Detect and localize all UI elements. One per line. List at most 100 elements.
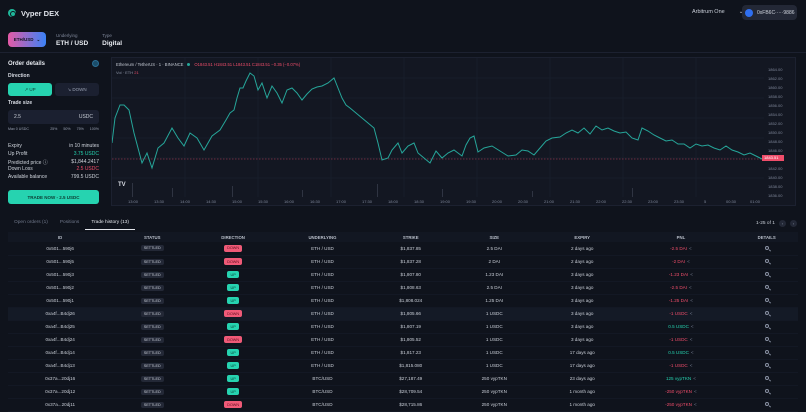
search-icon[interactable] — [764, 245, 769, 250]
search-icon[interactable] — [764, 389, 769, 393]
table-row[interactable]: 0xa4f...B4dj14 SETTLED UP ETH / USD $1,817.2… — [8, 346, 798, 360]
share-icon[interactable]: < — [689, 311, 693, 316]
status-badge: SETTLED — [140, 245, 164, 252]
time-tick: 13:30 — [154, 199, 165, 204]
table-row[interactable]: 0xa4f...B4dj24 SETTLED DOWN ETH / USD $1,805… — [8, 333, 798, 347]
cell-strike: $1,808.024 — [370, 294, 451, 308]
share-icon[interactable]: < — [693, 376, 696, 381]
network-selector[interactable]: Arbitrum One ⌄ — [692, 9, 743, 15]
header-size: SIZE — [450, 232, 539, 242]
brand[interactable]: Vyper DEX — [8, 9, 59, 18]
table-row[interactable]: 0x501...590j2 SETTLED UP ETH / USD $1,808.63… — [8, 281, 798, 295]
cell-details — [735, 242, 798, 256]
cell-underlying: ETH / USD — [274, 255, 371, 269]
search-icon[interactable] — [764, 285, 769, 289]
prev-page-button[interactable]: ‹ — [778, 220, 786, 227]
cell-expiry: 2 days ago — [538, 255, 627, 269]
share-icon[interactable]: < — [690, 324, 694, 329]
wallet-button[interactable]: 0xFB6C·····9886 — [742, 5, 797, 20]
share-icon[interactable]: < — [689, 363, 693, 368]
pair-selector[interactable]: ETH/USD ⌄ — [8, 32, 46, 47]
search-icon[interactable] — [764, 402, 769, 406]
pct-50-button[interactable]: 50% — [63, 127, 71, 131]
trade-size-input[interactable]: 2.5 USDC — [8, 110, 99, 124]
table-row[interactable]: 0x501...590j1 SETTLED UP ETH / USD $1,808.02… — [8, 294, 798, 308]
search-icon[interactable] — [764, 311, 769, 315]
table-row[interactable]: 0xa4f...B4dj13 SETTLED UP ETH / USD $1,815.0… — [8, 359, 798, 373]
time-tick: 23:00 — [648, 199, 659, 204]
time-tick: 5 — [704, 199, 707, 204]
tab-open-orders[interactable]: Open orders (1) — [14, 220, 48, 225]
share-icon[interactable]: < — [690, 272, 693, 277]
share-icon[interactable]: < — [693, 389, 697, 394]
price-chart[interactable]: Ethereum / TetherUS · 1 · BINANCE O1843.… — [111, 57, 796, 206]
share-icon[interactable]: < — [689, 337, 693, 342]
chart-volume-legend: Vol · ETH 21 — [116, 70, 139, 75]
table-row[interactable]: 0x501...590j6 SETTLED DOWN ETH / USD $1,837.… — [8, 242, 798, 256]
search-icon[interactable] — [764, 363, 769, 367]
tab-positions[interactable]: Positions — [59, 220, 80, 225]
search-icon[interactable] — [764, 350, 769, 354]
price-axis[interactable]: 1864.00 1862.00 1860.00 1858.00 1856.00 … — [764, 58, 797, 207]
price-tick: 1852.00 — [768, 121, 783, 126]
pnl-value: -250 vypTKN — [665, 402, 692, 407]
search-icon[interactable] — [764, 259, 769, 263]
cell-strike: $1,837.85 — [370, 242, 451, 256]
table-row[interactable]: 0x501...590j5 SETTLED DOWN ETH / USD $1,837.… — [8, 255, 798, 269]
table-row[interactable]: 0x37a...20dj12 SETTLED UP BTC/USD $28,709.54… — [8, 385, 798, 399]
direction-badge: UP — [227, 388, 239, 395]
type-value: Digital — [102, 39, 123, 47]
market-status-icon — [187, 63, 191, 66]
search-icon[interactable] — [764, 272, 769, 276]
search-icon[interactable] — [764, 324, 769, 328]
time-axis[interactable]: 13:00 13:30 14:00 14:30 15:00 15:30 16:0… — [112, 197, 764, 207]
next-page-button[interactable]: › — [789, 220, 797, 227]
table-row[interactable]: 0xa4f...B4dj25 SETTLED UP ETH / USD $1,807.1… — [8, 320, 798, 334]
cell-id: 0x501...590j3 — [8, 268, 113, 282]
trade-now-button[interactable]: TRADE NOW - 2.5 USDC — [8, 190, 99, 204]
tab-trade-history[interactable]: Trade history (13) — [85, 218, 136, 230]
cell-expiry: 3 days ago — [538, 281, 627, 295]
chart-symbol[interactable]: Ethereum / TetherUS · 1 · BINANCE — [116, 62, 184, 67]
cell-direction: UP — [192, 320, 274, 334]
share-icon[interactable]: < — [687, 259, 690, 264]
cell-pnl: -1 USDC < — [626, 307, 736, 321]
table-row[interactable]: 0x501...590j3 SETTLED UP ETH / USD $1,807.80… — [8, 268, 798, 282]
pnl-value: -1.23 DAI — [668, 272, 689, 277]
price-tick: 1842.00 — [768, 166, 783, 171]
price-tick: 1860.00 — [768, 85, 783, 90]
candlestick-plot[interactable] — [112, 58, 764, 197]
pct-75-button[interactable]: 75% — [76, 127, 84, 131]
table-row[interactable]: 0x37a...20dj11 SETTLED DOWN BTC/USD $28,715.… — [8, 398, 798, 412]
time-tick: 00:30 — [726, 199, 737, 204]
up-button[interactable]: ↗ UP — [8, 83, 52, 96]
cell-direction: UP — [192, 372, 274, 386]
cell-details — [735, 281, 798, 295]
type-label: Type — [102, 32, 112, 38]
summary-value: 2.5 USDC — [76, 166, 99, 173]
trade-size-label: Trade size — [8, 100, 33, 106]
status-badge: SETTLED — [140, 362, 164, 369]
chart-legend: Ethereum / TetherUS · 1 · BINANCE O1843.… — [116, 62, 300, 67]
search-icon[interactable] — [764, 337, 769, 341]
chart-ohlc: O1843.51 H1843.51 L1843.51 C1843.51 −0.3… — [194, 62, 301, 67]
share-icon[interactable]: < — [689, 285, 692, 290]
down-button[interactable]: ↘ DOWN — [55, 83, 99, 96]
summary-value: $1,844.2417 — [71, 158, 99, 165]
table-row[interactable]: 0xa4f...B4dj26 SETTLED DOWN ETH / USD $1,805… — [8, 307, 798, 321]
pct-25-button[interactable]: 25% — [50, 127, 58, 131]
price-tick: 1836.00 — [768, 193, 783, 198]
share-icon[interactable]: < — [690, 350, 694, 355]
search-icon[interactable] — [764, 376, 769, 380]
cell-direction: DOWN — [192, 255, 274, 269]
table-row[interactable]: 0x37a...20dj16 SETTLED UP BTC/USD $27,187.49… — [8, 372, 798, 386]
share-icon[interactable]: < — [689, 245, 692, 251]
pct-100-button[interactable]: 100% — [89, 127, 99, 131]
search-icon[interactable] — [764, 298, 769, 302]
share-icon[interactable]: < — [690, 298, 693, 303]
info-icon[interactable] — [92, 60, 99, 67]
pnl-value: 125 vypTKN — [665, 376, 692, 381]
tradingview-logo-icon[interactable]: TV — [118, 182, 126, 188]
share-icon[interactable]: < — [693, 402, 697, 407]
pnl-value: -1 USDC — [669, 337, 688, 342]
